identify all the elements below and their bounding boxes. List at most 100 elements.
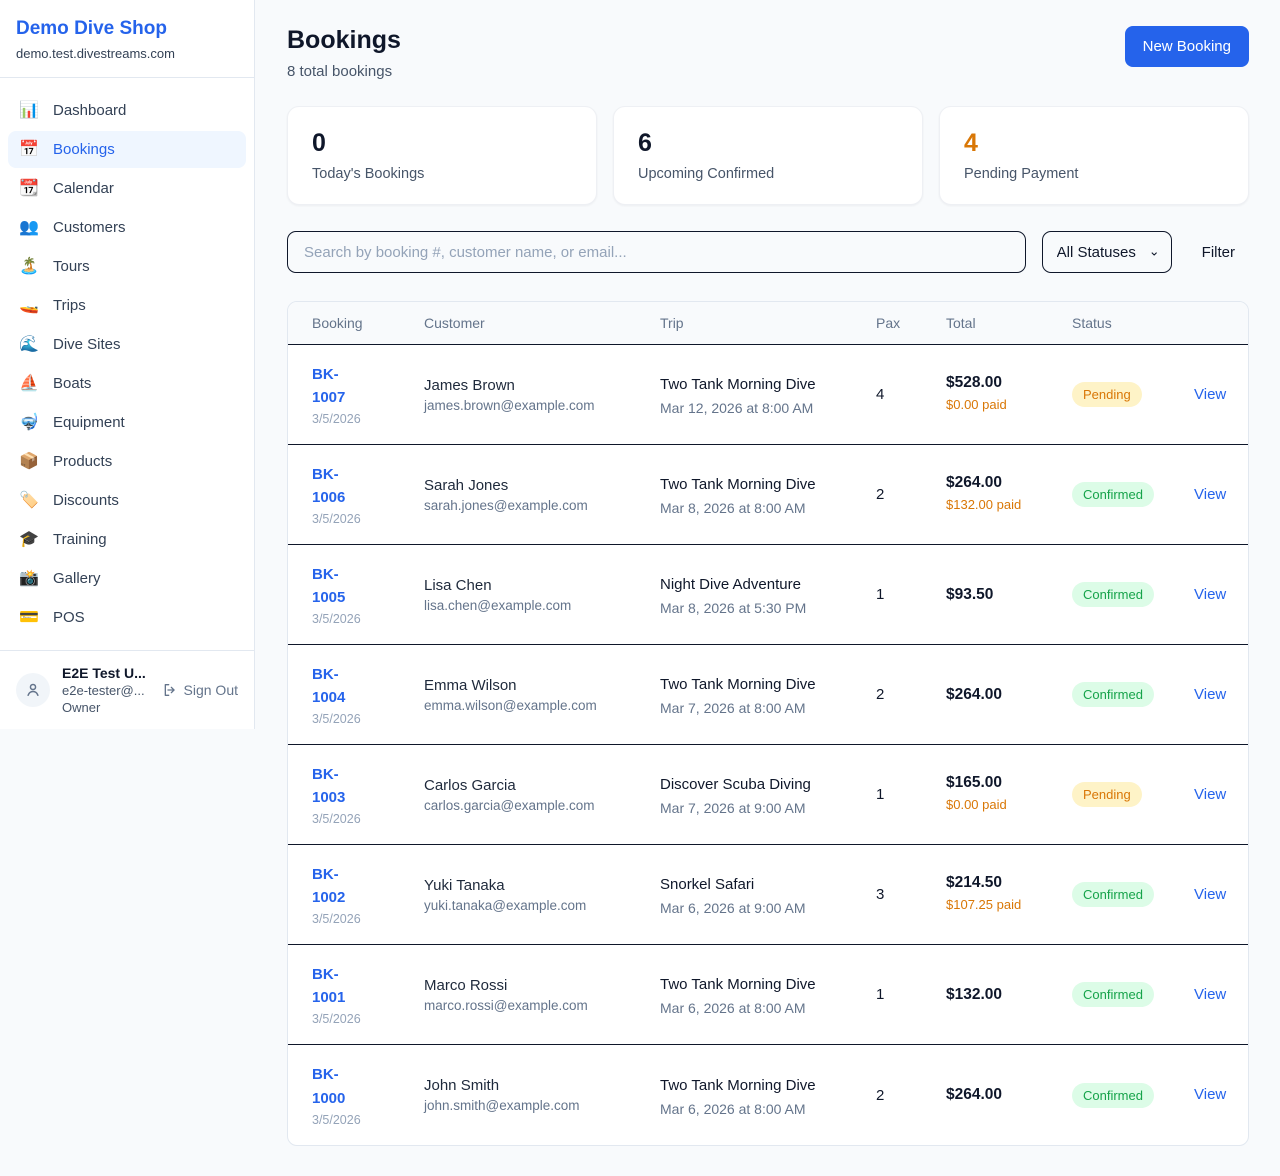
trip-datetime: Mar 8, 2026 at 5:30 PM [660, 600, 807, 616]
sidebar-item-dashboard[interactable]: 📊 Dashboard [8, 92, 246, 129]
status-filter-wrap: All Statuses ⌄ [1041, 231, 1172, 273]
trip-datetime: Mar 7, 2026 at 8:00 AM [660, 700, 806, 716]
amount-paid: $107.25 paid [946, 897, 1022, 913]
filter-button[interactable]: Filter [1188, 244, 1249, 261]
sidebar-item-label: Discounts [53, 492, 119, 509]
sidebar-item-discounts[interactable]: 🏷️ Discounts [8, 482, 246, 519]
sidebar-item-products[interactable]: 📦 Products [8, 443, 246, 480]
status-filter-select[interactable]: All Statuses [1041, 231, 1172, 273]
booking-id-link[interactable]: BK-1000 [312, 1066, 346, 1107]
booking-id-link[interactable]: BK-1006 [312, 465, 346, 506]
table-body: BK-1007 3/5/2026 James Brown james.brown… [288, 345, 1248, 1145]
island-icon: 🏝️ [19, 257, 39, 275]
view-link[interactable]: View [1194, 685, 1227, 703]
sign-out-label: Sign Out [183, 682, 238, 698]
sidebar-item-boats[interactable]: ⛵ Boats [8, 365, 246, 402]
sidebar-item-tours[interactable]: 🏝️ Tours [8, 248, 246, 285]
sidebar-item-pos[interactable]: 💳 POS [8, 599, 246, 636]
sidebar-item-label: Products [53, 453, 113, 470]
booking-id-link[interactable]: BK-1004 [312, 665, 346, 706]
customer-name: Lisa Chen [424, 576, 492, 594]
table-row: BK-1005 3/5/2026 Lisa Chen lisa.chen@exa… [288, 545, 1248, 645]
total-bookings-subtitle: 8 total bookings [287, 63, 393, 80]
view-link[interactable]: View [1194, 385, 1227, 403]
customer-email: marco.rossi@example.com [424, 997, 588, 1013]
table-row: BK-1000 3/5/2026 John Smith john.smith@e… [288, 1045, 1248, 1145]
customer-email: james.brown@example.com [424, 397, 595, 413]
customer-name: Emma Wilson [424, 676, 517, 694]
booking-date: 3/5/2026 [312, 512, 361, 527]
pax-count: 3 [876, 886, 885, 903]
col-header-booking: Booking [312, 315, 363, 331]
user-email: e2e-tester@... [62, 683, 145, 698]
stat-value: 0 [312, 129, 326, 157]
sailboat-icon: ⛵ [19, 374, 39, 392]
sidebar-item-label: Calendar [53, 180, 114, 197]
graduation-cap-icon: 🎓 [19, 530, 39, 548]
stat-card-pending-payment: 4 Pending Payment [939, 106, 1249, 205]
sidebar-item-label: Trips [53, 297, 86, 314]
sidebar-item-gallery[interactable]: 📸 Gallery [8, 560, 246, 597]
view-link[interactable]: View [1194, 1086, 1227, 1103]
pax-count: 2 [876, 686, 885, 703]
total-amount: $264.00 [946, 1086, 1003, 1103]
shop-name: Demo Dive Shop [16, 18, 167, 39]
sign-out-button[interactable]: Sign Out [162, 682, 238, 698]
customer-name: Marco Rossi [424, 976, 508, 994]
sidebar-item-equipment[interactable]: 🤿 Equipment [8, 404, 246, 441]
search-input[interactable] [287, 231, 1026, 273]
sidebar-item-label: Dive Sites [53, 336, 121, 353]
sidebar-item-training[interactable]: 🎓 Training [8, 521, 246, 558]
status-badge: Confirmed [1072, 482, 1154, 507]
status-badge: Confirmed [1072, 582, 1154, 607]
sidebar-item-label: Bookings [53, 141, 115, 158]
booking-id-link[interactable]: BK-1002 [312, 865, 346, 906]
sidebar-item-label: Customers [53, 219, 126, 236]
main-content: Bookings 8 total bookings New Booking 0 … [255, 0, 1280, 1176]
stat-value: 4 [964, 129, 978, 157]
diving-mask-icon: 🤿 [19, 413, 39, 431]
trip-datetime: Mar 6, 2026 at 9:00 AM [660, 900, 806, 916]
customer-name: John Smith [424, 1077, 500, 1094]
pax-count: 1 [876, 586, 885, 603]
customer-email: john.smith@example.com [424, 1098, 580, 1113]
sidebar-item-customers[interactable]: 👥 Customers [8, 209, 246, 246]
amount-paid: $0.00 paid [946, 797, 1007, 813]
trip-name: Two Tank Morning Dive [660, 676, 816, 693]
booking-id-link[interactable]: BK-1003 [312, 765, 346, 806]
bookings-table: Booking Customer Trip Pax Total Status B… [287, 301, 1249, 1146]
sidebar-item-calendar[interactable]: 📆 Calendar [8, 170, 246, 207]
pax-count: 1 [876, 986, 885, 1003]
booking-id-link[interactable]: BK-1005 [312, 565, 346, 606]
trip-name: Two Tank Morning Dive [660, 376, 816, 393]
booking-date: 3/5/2026 [312, 412, 361, 427]
person-icon [27, 683, 39, 696]
user-info: E2E Test U... e2e-tester@... Owner [62, 665, 150, 715]
sidebar-item-bookings[interactable]: 📅 Bookings [8, 131, 246, 168]
view-link[interactable]: View [1194, 985, 1227, 1003]
view-link[interactable]: View [1194, 785, 1227, 803]
view-link[interactable]: View [1194, 885, 1227, 903]
customer-email: sarah.jones@example.com [424, 497, 588, 513]
sidebar-item-label: Gallery [53, 570, 101, 587]
new-booking-button[interactable]: New Booking [1124, 26, 1249, 67]
booking-date: 3/5/2026 [312, 712, 361, 727]
view-link[interactable]: View [1194, 485, 1227, 503]
camera-icon: 📸 [19, 569, 39, 587]
pax-count: 1 [876, 786, 885, 803]
calendar-icon: 📅 [19, 140, 39, 158]
trip-datetime: Mar 12, 2026 at 8:00 AM [660, 400, 814, 416]
customer-email: emma.wilson@example.com [424, 697, 597, 713]
booking-id-link[interactable]: BK-1001 [312, 965, 346, 1006]
view-link[interactable]: View [1194, 585, 1227, 603]
sidebar-item-trips[interactable]: 🚤 Trips [8, 287, 246, 324]
sidebar-item-label: Equipment [53, 414, 125, 431]
booking-id-link[interactable]: BK-1007 [312, 365, 346, 406]
stat-card-upcoming-confirmed: 6 Upcoming Confirmed [613, 106, 923, 205]
stat-label: Upcoming Confirmed [638, 166, 775, 182]
sidebar-item-dive-sites[interactable]: 🌊 Dive Sites [8, 326, 246, 363]
trip-name: Two Tank Morning Dive [660, 476, 816, 493]
customer-email: carlos.garcia@example.com [424, 797, 595, 813]
tear-off-calendar-icon: 📆 [19, 179, 39, 197]
col-header-customer: Customer [424, 315, 485, 331]
